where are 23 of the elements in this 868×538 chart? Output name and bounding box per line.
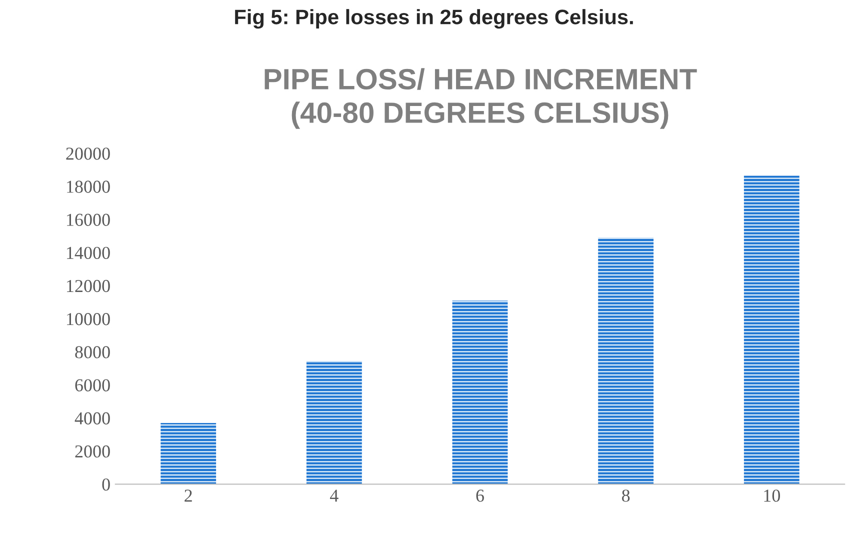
x-tick-label: 2	[184, 490, 192, 502]
chart-title: PIPE LOSS/ HEAD INCREMENT (40-80 DEGREES CELSIUS)	[264, 68, 697, 129]
bar	[452, 300, 508, 484]
y-tick-label: 16000	[67, 214, 110, 226]
x-tick-label: 10	[764, 490, 780, 502]
bar	[306, 360, 362, 484]
bar	[598, 238, 654, 484]
y-tick-label: 20000	[66, 148, 110, 160]
x-tick-label: 8	[622, 490, 630, 502]
y-tick-label: 8000	[75, 346, 110, 358]
x-tick-label: 4	[330, 490, 338, 502]
bar	[744, 176, 800, 484]
y-tick-label: 6000	[75, 379, 110, 392]
y-tick-label: 14000	[67, 246, 110, 260]
y-tick-label: 18000	[67, 180, 110, 193]
y-tick-label: 4000	[74, 412, 110, 424]
y-tick-label: 12000	[67, 280, 110, 292]
y-tick-label: 0	[102, 478, 110, 491]
caption: Fig 5: Pipe losses in 25 degrees Celsius.	[235, 9, 633, 29]
y-tick-label: 10000	[67, 313, 110, 326]
y-tick-label: 2000	[75, 445, 110, 458]
x-tick-label: 6	[476, 490, 484, 502]
bar	[160, 422, 216, 484]
